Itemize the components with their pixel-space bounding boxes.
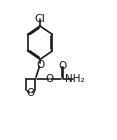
Text: NH₂: NH₂ — [65, 74, 84, 84]
Text: O: O — [36, 60, 44, 70]
Text: O: O — [46, 74, 54, 84]
Text: O: O — [27, 88, 35, 98]
Text: Cl: Cl — [35, 14, 45, 24]
Text: O: O — [58, 61, 67, 71]
